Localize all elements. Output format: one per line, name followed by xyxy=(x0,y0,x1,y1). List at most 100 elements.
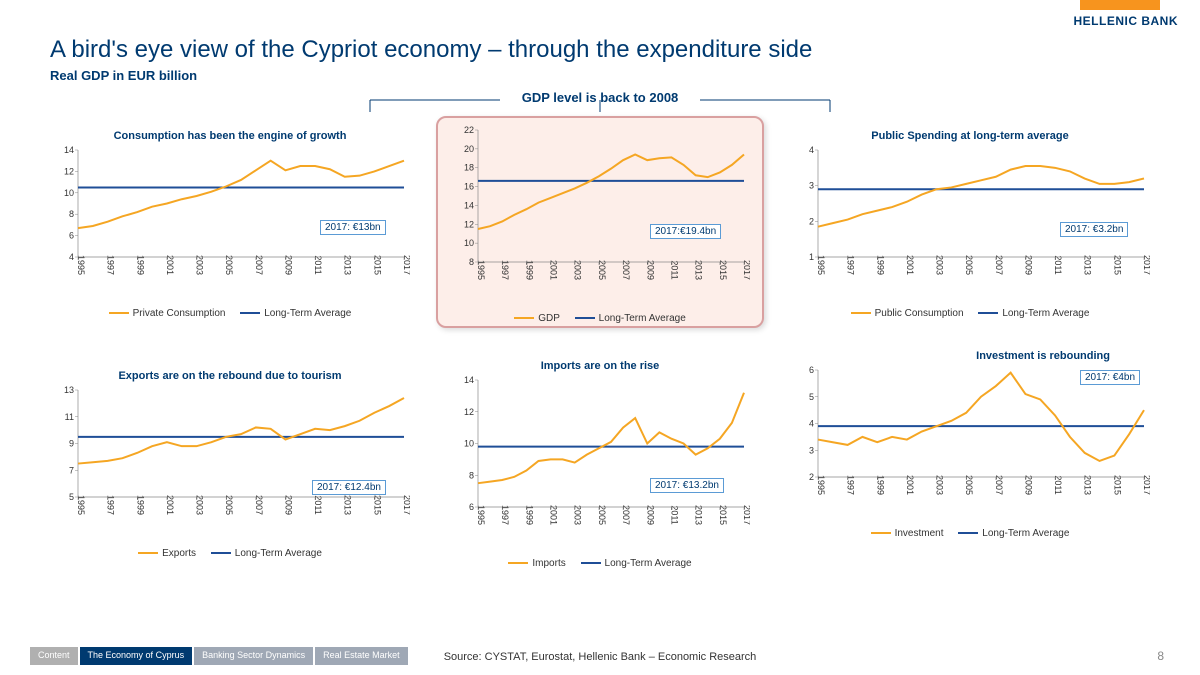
svg-text:2013: 2013 xyxy=(1083,475,1093,495)
svg-text:4: 4 xyxy=(809,419,814,429)
source-text: Source: CYSTAT, Eurostat, Hellenic Bank … xyxy=(0,651,1200,663)
svg-text:1997: 1997 xyxy=(846,255,856,275)
panel-title: Investment is rebounding xyxy=(790,350,1150,362)
panel-title: Public Spending at long-term average xyxy=(790,130,1150,142)
callout-exports: 2017: €12.4bn xyxy=(312,480,386,495)
svg-text:16: 16 xyxy=(464,182,474,192)
svg-text:2015: 2015 xyxy=(1112,475,1122,495)
svg-text:5: 5 xyxy=(69,492,74,502)
chart-legend: Public Consumption Long-Term Average xyxy=(790,306,1150,319)
svg-text:2009: 2009 xyxy=(283,255,293,275)
svg-text:20: 20 xyxy=(464,144,474,154)
brand-bar xyxy=(1080,0,1160,10)
svg-text:9: 9 xyxy=(69,439,74,449)
svg-text:2001: 2001 xyxy=(165,255,175,275)
svg-text:2009: 2009 xyxy=(283,495,293,515)
svg-text:6: 6 xyxy=(69,231,74,241)
panel-gdp: 8101214161820221995199719992001200320052… xyxy=(450,124,750,324)
svg-text:10: 10 xyxy=(464,238,474,248)
chart-legend: Investment Long-Term Average xyxy=(790,526,1150,539)
svg-text:5: 5 xyxy=(809,392,814,402)
chart-legend: Exports Long-Term Average xyxy=(50,546,410,559)
svg-text:2007: 2007 xyxy=(621,260,631,280)
svg-text:2005: 2005 xyxy=(224,255,234,275)
svg-text:8: 8 xyxy=(469,257,474,267)
panel-imports: Imports are on the rise 6810121419951997… xyxy=(450,360,750,569)
svg-text:2017: 2017 xyxy=(1142,475,1150,495)
svg-text:8: 8 xyxy=(69,209,74,219)
svg-text:1999: 1999 xyxy=(875,475,885,495)
svg-text:6: 6 xyxy=(469,502,474,512)
svg-text:2011: 2011 xyxy=(313,255,323,274)
svg-text:7: 7 xyxy=(69,465,74,475)
svg-text:1995: 1995 xyxy=(76,255,86,275)
chart-legend: Private Consumption Long-Term Average xyxy=(50,306,410,319)
svg-text:2017: 2017 xyxy=(742,260,750,280)
svg-text:3: 3 xyxy=(809,445,814,455)
svg-text:2009: 2009 xyxy=(1023,255,1033,275)
svg-text:2001: 2001 xyxy=(549,505,559,525)
brand-name: HELLENIC BANK xyxy=(1074,14,1179,28)
panel-title: Imports are on the rise xyxy=(450,360,750,372)
svg-text:14: 14 xyxy=(464,200,474,210)
svg-text:2017: 2017 xyxy=(742,505,750,525)
svg-text:2011: 2011 xyxy=(669,505,679,524)
svg-text:2005: 2005 xyxy=(964,475,974,495)
svg-text:2003: 2003 xyxy=(195,495,205,515)
panel-exports: Exports are on the rebound due to touris… xyxy=(50,370,410,559)
svg-text:2007: 2007 xyxy=(254,495,264,515)
svg-text:2001: 2001 xyxy=(905,475,915,495)
svg-text:2015: 2015 xyxy=(718,260,728,280)
svg-text:1997: 1997 xyxy=(846,475,856,495)
svg-text:2003: 2003 xyxy=(573,260,583,280)
svg-text:2: 2 xyxy=(809,216,814,226)
svg-text:2015: 2015 xyxy=(1112,255,1122,275)
callout-imports: 2017: €13.2bn xyxy=(650,478,724,493)
svg-text:1997: 1997 xyxy=(500,260,510,280)
page-title: A bird's eye view of the Cypriot economy… xyxy=(50,36,812,64)
svg-text:10: 10 xyxy=(464,439,474,449)
svg-text:2003: 2003 xyxy=(195,255,205,275)
svg-text:1999: 1999 xyxy=(524,505,534,525)
svg-text:2013: 2013 xyxy=(343,495,353,515)
chart-investment: 2345619951997199920012003200520072009201… xyxy=(790,364,1150,539)
svg-text:2009: 2009 xyxy=(645,260,655,280)
svg-text:2013: 2013 xyxy=(1083,255,1093,275)
panel-title: Consumption has been the engine of growt… xyxy=(50,130,410,142)
connector-lines xyxy=(0,96,1200,116)
svg-text:1995: 1995 xyxy=(476,505,486,525)
svg-text:2013: 2013 xyxy=(343,255,353,275)
svg-text:2011: 2011 xyxy=(1053,255,1063,274)
panel-title: Exports are on the rebound due to touris… xyxy=(50,370,410,382)
svg-text:2005: 2005 xyxy=(597,505,607,525)
svg-text:2003: 2003 xyxy=(935,475,945,495)
svg-text:2011: 2011 xyxy=(313,495,323,514)
svg-text:3: 3 xyxy=(809,181,814,191)
chart-legend: Imports Long-Term Average xyxy=(450,556,750,569)
callout-gdp: 2017:€19.4bn xyxy=(650,224,721,239)
svg-text:2007: 2007 xyxy=(994,475,1004,495)
svg-text:12: 12 xyxy=(64,166,74,176)
svg-text:8: 8 xyxy=(469,470,474,480)
callout-consumption: 2017: €13bn xyxy=(320,220,386,235)
svg-text:1999: 1999 xyxy=(135,495,145,515)
svg-text:1995: 1995 xyxy=(476,260,486,280)
svg-text:1995: 1995 xyxy=(816,255,826,275)
svg-text:14: 14 xyxy=(464,375,474,385)
svg-text:1999: 1999 xyxy=(524,260,534,280)
svg-text:11: 11 xyxy=(65,412,74,422)
svg-text:4: 4 xyxy=(809,145,814,155)
svg-text:2003: 2003 xyxy=(573,505,583,525)
svg-text:2011: 2011 xyxy=(669,260,679,279)
page-number: 8 xyxy=(1157,649,1164,663)
panel-investment: Investment is rebounding 234561995199719… xyxy=(790,350,1150,539)
svg-text:2001: 2001 xyxy=(165,495,175,515)
svg-text:4: 4 xyxy=(69,252,74,262)
page-subtitle: Real GDP in EUR billion xyxy=(50,68,197,83)
svg-text:1999: 1999 xyxy=(135,255,145,275)
svg-text:1997: 1997 xyxy=(106,255,116,275)
svg-text:1995: 1995 xyxy=(816,475,826,495)
svg-text:14: 14 xyxy=(64,145,74,155)
svg-text:2001: 2001 xyxy=(549,260,559,280)
svg-text:2005: 2005 xyxy=(597,260,607,280)
